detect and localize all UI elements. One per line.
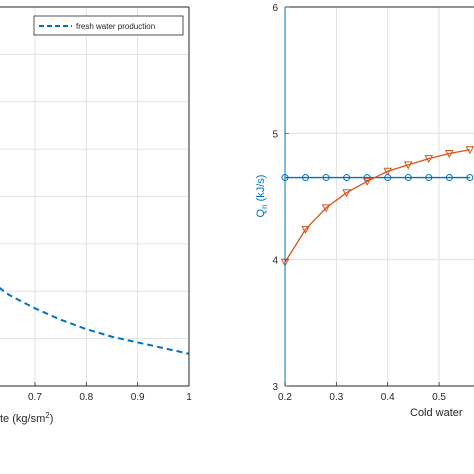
data-point-circle (425, 174, 433, 182)
data-point-circle (466, 174, 474, 182)
data-point-circle (404, 174, 412, 182)
right-y-tick-label: 6 (272, 3, 278, 14)
right-y-axis-label: Qn (kJ/s) (255, 175, 269, 218)
right-y-tick-label: 5 (272, 129, 278, 140)
right-series-layer (280, 146, 474, 267)
right-y-ticks: 3 4 5 6 (272, 3, 289, 393)
left-series-layer (0, 286, 190, 355)
legend-box (33, 15, 184, 36)
data-point-triangle (424, 155, 434, 164)
left-x-tick-label: 0.8 (79, 392, 93, 403)
data-point-circle (445, 174, 453, 182)
data-point-triangle (444, 150, 454, 159)
left-x-ticks: 0.7 0.8 0.9 1 (28, 382, 192, 403)
data-point-circle (363, 174, 371, 182)
right-plot-area (285, 7, 474, 386)
data-point-triangle (301, 225, 310, 234)
right-x-tick-label: 0.5 (432, 392, 446, 403)
left-x-tick-label: 0.9 (131, 392, 145, 403)
data-point-triangle (403, 161, 413, 170)
data-point-triangle (321, 204, 331, 213)
left-x-axis-label: te (kg/sm2) (0, 411, 53, 425)
data-point-triangle (383, 167, 393, 176)
left-x-tick-label: 1 (186, 392, 192, 403)
data-point-triangle (342, 189, 351, 198)
series-line-fresh-water-production (0, 286, 190, 355)
data-point-circle (302, 174, 310, 182)
right-chart: 0.2 0.3 0.4 0.5 3 4 5 6 Qn (kJ/s) Cold water (255, 3, 474, 419)
series-line-triangle (284, 149, 470, 263)
right-x-ticks: 0.2 0.3 0.4 0.5 (278, 382, 446, 403)
data-point-triangle (362, 177, 372, 186)
right-y-tick-label: 3 (272, 382, 278, 393)
right-x-axis-label: Cold water (410, 407, 463, 419)
data-point-triangle (465, 146, 474, 155)
right-x-tick-label: 0.3 (329, 392, 343, 403)
left-x-tick-label: 0.7 (28, 392, 42, 403)
right-x-tick-label: 0.2 (278, 392, 292, 403)
left-grid (0, 7, 190, 386)
right-y-tick-label: 4 (272, 256, 278, 267)
left-legend: fresh water production (33, 15, 184, 36)
data-point-circle (343, 174, 351, 182)
legend-entry-fresh-water-production: fresh water production (76, 22, 155, 31)
data-point-circle (322, 174, 330, 182)
left-chart: 0.7 0.8 0.9 1 te (kg/sm2) fresh water produ… (0, 6, 192, 425)
right-x-tick-label: 0.4 (381, 392, 395, 403)
